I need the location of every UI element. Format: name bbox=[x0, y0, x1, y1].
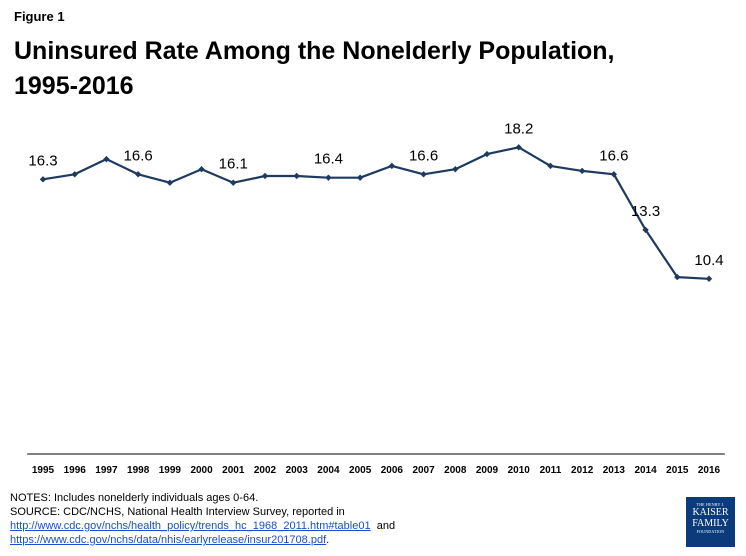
x-tick-label: 2001 bbox=[222, 465, 245, 476]
and-text: and bbox=[376, 520, 396, 532]
source-links-line-2: https://www.cdc.gov/nchs/data/nhis/early… bbox=[10, 533, 395, 547]
source-link-1[interactable]: http://www.cdc.gov/nchs/health_policy/tr… bbox=[10, 520, 371, 532]
x-tick-label: 2016 bbox=[698, 465, 721, 476]
x-tick-label: 2009 bbox=[476, 465, 499, 476]
chart-title-line-2: 1995-2016 bbox=[14, 72, 134, 100]
logo-line-1: THE HENRY J. bbox=[696, 502, 725, 507]
x-tick-label: 2013 bbox=[603, 465, 626, 476]
data-point-marker bbox=[134, 171, 142, 178]
data-point-marker bbox=[293, 172, 300, 180]
figure-label: Figure 1 bbox=[14, 9, 65, 24]
data-label: 13.3 bbox=[631, 203, 660, 220]
x-tick-label: 2012 bbox=[571, 465, 594, 476]
x-tick-label: 1998 bbox=[127, 465, 150, 476]
x-tick-label: 2011 bbox=[540, 465, 562, 476]
data-point-marker bbox=[71, 171, 78, 178]
kff-logo: THE HENRY J. KAISER FAMILY FOUNDATION bbox=[686, 497, 735, 547]
data-point-marker bbox=[705, 275, 713, 282]
data-point-marker bbox=[356, 174, 364, 181]
x-tick-label: 2008 bbox=[444, 465, 467, 476]
x-tick-label: 2005 bbox=[349, 465, 372, 476]
data-point-marker bbox=[452, 166, 459, 173]
data-point-marker bbox=[674, 273, 681, 281]
logo-line-3: FAMILY bbox=[692, 518, 729, 529]
series-line bbox=[42, 146, 710, 280]
source-line: SOURCE: CDC/NCHS, National Health Interv… bbox=[10, 506, 345, 518]
chart-title-line-1: Uninsured Rate Among the Nonelderly Popu… bbox=[14, 37, 615, 65]
x-tick-label: 2014 bbox=[634, 465, 657, 476]
data-label: 16.4 bbox=[314, 151, 343, 168]
x-tick-label: 1997 bbox=[95, 465, 118, 476]
data-point-marker bbox=[610, 171, 618, 178]
data-point-marker bbox=[230, 179, 237, 186]
logo-line-2: KAISER bbox=[692, 507, 729, 518]
x-tick-label: 1995 bbox=[32, 465, 55, 476]
data-label: 18.2 bbox=[504, 120, 533, 137]
logo-line-4: FOUNDATION bbox=[696, 529, 725, 534]
source-link-2[interactable]: https://www.cdc.gov/nchs/data/nhis/early… bbox=[10, 534, 327, 546]
data-label: 16.6 bbox=[599, 147, 628, 164]
data-label: 16.3 bbox=[28, 152, 57, 169]
data-point-marker bbox=[420, 171, 427, 178]
data-point-marker bbox=[261, 172, 269, 180]
data-point-marker bbox=[103, 155, 110, 163]
x-tick-label: 1999 bbox=[159, 465, 182, 476]
data-point-marker bbox=[547, 162, 554, 170]
data-point-marker bbox=[642, 226, 649, 234]
data-label: 16.6 bbox=[124, 147, 153, 164]
data-label: 16.6 bbox=[409, 147, 438, 164]
chart-title: Uninsured Rate Among the Nonelderly Popu… bbox=[14, 34, 714, 104]
x-tick-label: 2007 bbox=[412, 465, 435, 476]
notes-line: NOTES: Includes nonelderly individuals a… bbox=[10, 492, 259, 504]
data-point-marker bbox=[578, 167, 586, 175]
data-label: 10.4 bbox=[694, 252, 723, 269]
x-tick-label: 2006 bbox=[381, 465, 404, 476]
x-tick-label: 2003 bbox=[286, 465, 309, 476]
data-point-marker bbox=[166, 179, 174, 186]
x-tick-label: 2015 bbox=[666, 465, 689, 476]
data-point-marker bbox=[198, 166, 205, 173]
x-tick-label: 2002 bbox=[254, 465, 277, 476]
data-point-marker bbox=[325, 174, 332, 181]
source-links-line: http://www.cdc.gov/nchs/health_policy/tr… bbox=[10, 519, 395, 533]
x-tick-label: 2000 bbox=[190, 465, 213, 476]
period-text: . bbox=[326, 534, 330, 546]
data-point-marker bbox=[515, 144, 522, 151]
chart-notes: NOTES: Includes nonelderly individuals a… bbox=[10, 491, 395, 547]
data-point-marker bbox=[388, 162, 396, 170]
x-tick-label: 2004 bbox=[317, 465, 340, 476]
x-tick-label: 2010 bbox=[508, 465, 531, 476]
data-point-marker bbox=[39, 176, 47, 183]
data-point-marker bbox=[483, 150, 491, 158]
x-tick-label: 1996 bbox=[64, 465, 87, 476]
data-label: 16.1 bbox=[219, 156, 248, 173]
